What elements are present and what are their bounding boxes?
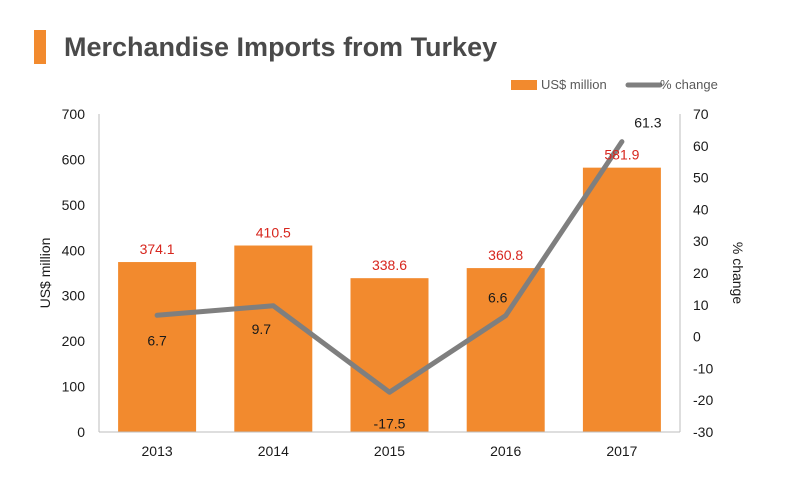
- x-tick-label: 2016: [490, 443, 521, 459]
- bar-data-label: 360.8: [488, 247, 523, 263]
- legend-swatch-bar: [511, 80, 537, 90]
- y-tick-label: 100: [62, 379, 86, 395]
- bar-2017: [582, 167, 661, 433]
- y-right-tick-label: 40: [693, 201, 709, 217]
- bar-data-label: 338.6: [372, 257, 407, 273]
- y-tick-label: 300: [62, 288, 86, 304]
- line-data-label: 6.7: [147, 332, 167, 348]
- y-tick-label: 200: [62, 333, 86, 349]
- chart-title: Merchandise Imports from Turkey: [64, 32, 498, 62]
- bar-2013: [118, 262, 197, 432]
- legend-label-bar: US$ million: [541, 77, 607, 92]
- line-data-label: 9.7: [252, 321, 272, 337]
- bar-data-label: 374.1: [140, 241, 175, 257]
- line-data-label: -17.5: [374, 415, 406, 431]
- bar-2016: [466, 268, 545, 432]
- series-line-pct-change: [154, 139, 625, 395]
- y-right-tick-label: 60: [693, 138, 709, 154]
- y-right-tick-label: 70: [693, 106, 709, 122]
- legend-label-line: % change: [660, 77, 718, 92]
- y-tick-label: 700: [62, 106, 86, 122]
- bar-2014: [234, 245, 313, 432]
- y-tick-label: 0: [77, 424, 85, 440]
- line-data-label: 61.3: [634, 115, 661, 131]
- y-right-tick-label: -30: [693, 424, 713, 440]
- y-right-tick-label: 50: [693, 170, 709, 186]
- y-right-tick-label: -10: [693, 360, 713, 376]
- title-accent-bar: [34, 30, 46, 64]
- y-right-tick-label: 10: [693, 297, 709, 313]
- x-tick-label: 2015: [374, 443, 405, 459]
- y-right-axis-title: % change: [730, 242, 746, 304]
- x-tick-label: 2014: [258, 443, 289, 459]
- x-tick-label: 2013: [142, 443, 173, 459]
- y-tick-label: 400: [62, 242, 86, 258]
- bar-data-label: 581.9: [604, 147, 639, 163]
- bar-2015: [350, 278, 429, 432]
- y-tick-label: 500: [62, 197, 86, 213]
- line-data-label: 6.6: [488, 290, 508, 306]
- y-right-tick-label: 30: [693, 233, 709, 249]
- y-right-tick-label: -20: [693, 392, 713, 408]
- y-right-tick-label: 0: [693, 329, 701, 345]
- y-tick-label: 600: [62, 151, 86, 167]
- bar-data-label: 410.5: [256, 225, 291, 241]
- y-right-tick-label: 20: [693, 265, 709, 281]
- x-tick-label: 2017: [606, 443, 637, 459]
- y-axis-title: US$ million: [37, 238, 53, 309]
